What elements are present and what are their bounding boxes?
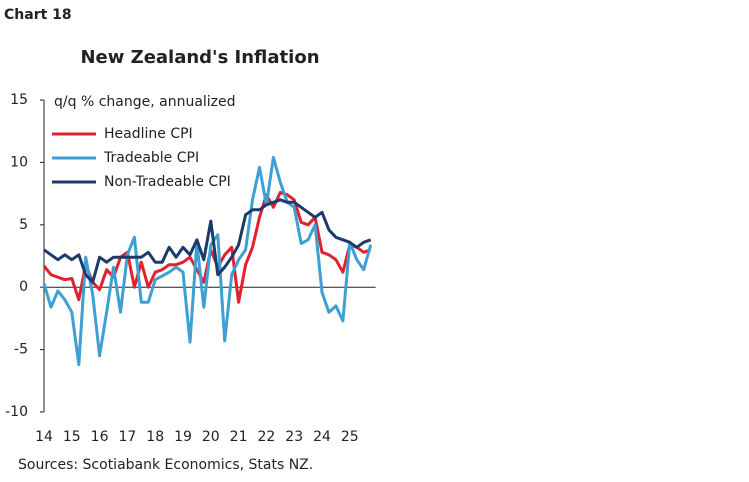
source-note: Sources: Scotiabank Economics, Stats NZ. <box>18 457 313 473</box>
x-tick-label: 19 <box>174 429 192 445</box>
legend-label: Non-Tradeable CPI <box>104 174 231 190</box>
y-tick-label: 5 <box>19 217 28 233</box>
x-tick-label: 17 <box>118 429 136 445</box>
x-tick-label: 24 <box>313 429 331 445</box>
y-tick-label: -10 <box>5 404 28 420</box>
x-tick-label: 23 <box>285 429 303 445</box>
legend-label: Tradeable CPI <box>103 150 199 166</box>
y-tick-label: -5 <box>14 342 28 358</box>
x-tick-label: 22 <box>257 429 275 445</box>
chart-title: New Zealand's Inflation <box>80 47 319 68</box>
x-tick-label: 15 <box>63 429 81 445</box>
x-tick-label: 14 <box>35 429 53 445</box>
x-tick-label: 25 <box>341 429 359 445</box>
x-tick-label: 16 <box>91 429 109 445</box>
y-tick-label: 10 <box>10 154 28 170</box>
y-tick-label: 0 <box>19 279 28 295</box>
y-axis-label: q/q % change, annualized <box>54 94 236 110</box>
chart-label: Chart 18 <box>4 7 72 23</box>
x-tick-label: 21 <box>230 429 248 445</box>
x-tick-label: 20 <box>202 429 220 445</box>
legend-label: Headline CPI <box>104 126 193 142</box>
x-tick-label: 18 <box>146 429 164 445</box>
y-tick-label: 15 <box>10 92 28 108</box>
series-line <box>43 198 372 284</box>
series-line <box>42 155 373 367</box>
